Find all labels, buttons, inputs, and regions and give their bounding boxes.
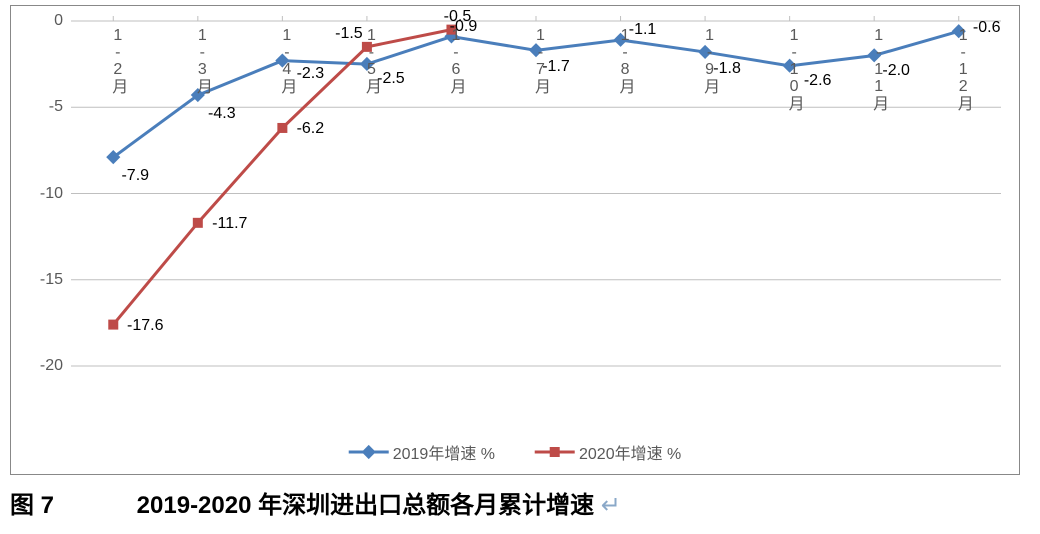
x-tick-label: 1-10月: [782, 27, 806, 111]
legend-item-2019: 2019年增速 %: [349, 440, 495, 464]
x-tick-label: 1-4月: [274, 27, 298, 94]
figure-number: 图 7: [10, 485, 130, 520]
y-tick-label: -20: [40, 357, 63, 375]
figure-container: 0-5-10-15-201-2月1-3月1-4月1-5月1-6月1-7月1-8月…: [0, 0, 1040, 534]
data-label: -17.6: [127, 317, 163, 335]
data-label: -1.5: [335, 25, 363, 43]
data-label: -1.1: [629, 21, 657, 39]
data-label: -1.7: [542, 58, 570, 76]
figure-title: 2019-2020 年深圳进出口总额各月累计增速: [137, 492, 594, 519]
data-label: -2.6: [804, 72, 832, 90]
figure-caption: 图 7 2019-2020 年深圳进出口总额各月累计增速 ↵: [10, 485, 1030, 520]
legend-label-2019: 2019年增速 %: [393, 440, 495, 464]
legend-swatch-2020: [535, 445, 575, 459]
data-label: -6.2: [297, 120, 325, 138]
data-label: -2.3: [297, 65, 325, 83]
return-glyph-icon: ↵: [601, 492, 621, 519]
legend-item-2020: 2020年增速 %: [535, 440, 681, 464]
x-tick-label: 1-6月: [443, 27, 467, 94]
y-tick-label: -10: [40, 185, 63, 203]
data-label: -0.5: [444, 8, 472, 26]
data-label: -0.6: [973, 19, 1001, 37]
chart-box: 0-5-10-15-201-2月1-3月1-4月1-5月1-6月1-7月1-8月…: [10, 5, 1020, 475]
y-tick-label: 0: [54, 12, 63, 30]
data-label: -11.7: [212, 215, 247, 233]
plot-area: 0-5-10-15-201-2月1-3月1-4月1-5月1-6月1-7月1-8月…: [71, 21, 1001, 426]
y-tick-label: -15: [40, 271, 63, 289]
data-label: -1.8: [713, 60, 741, 78]
data-label: -7.9: [121, 167, 149, 185]
data-label: -4.3: [208, 105, 236, 123]
legend-label-2020: 2020年增速 %: [579, 440, 681, 464]
legend-swatch-2019: [349, 445, 389, 459]
y-tick-label: -5: [49, 98, 63, 116]
legend: 2019年增速 % 2020年增速 %: [349, 440, 682, 464]
data-label: -2.5: [377, 70, 405, 88]
x-tick-label: 1-3月: [190, 27, 214, 94]
data-label: -2.0: [882, 62, 910, 80]
x-tick-label: 1-2月: [105, 27, 129, 94]
x-tick-label: 1-12月: [951, 27, 975, 111]
